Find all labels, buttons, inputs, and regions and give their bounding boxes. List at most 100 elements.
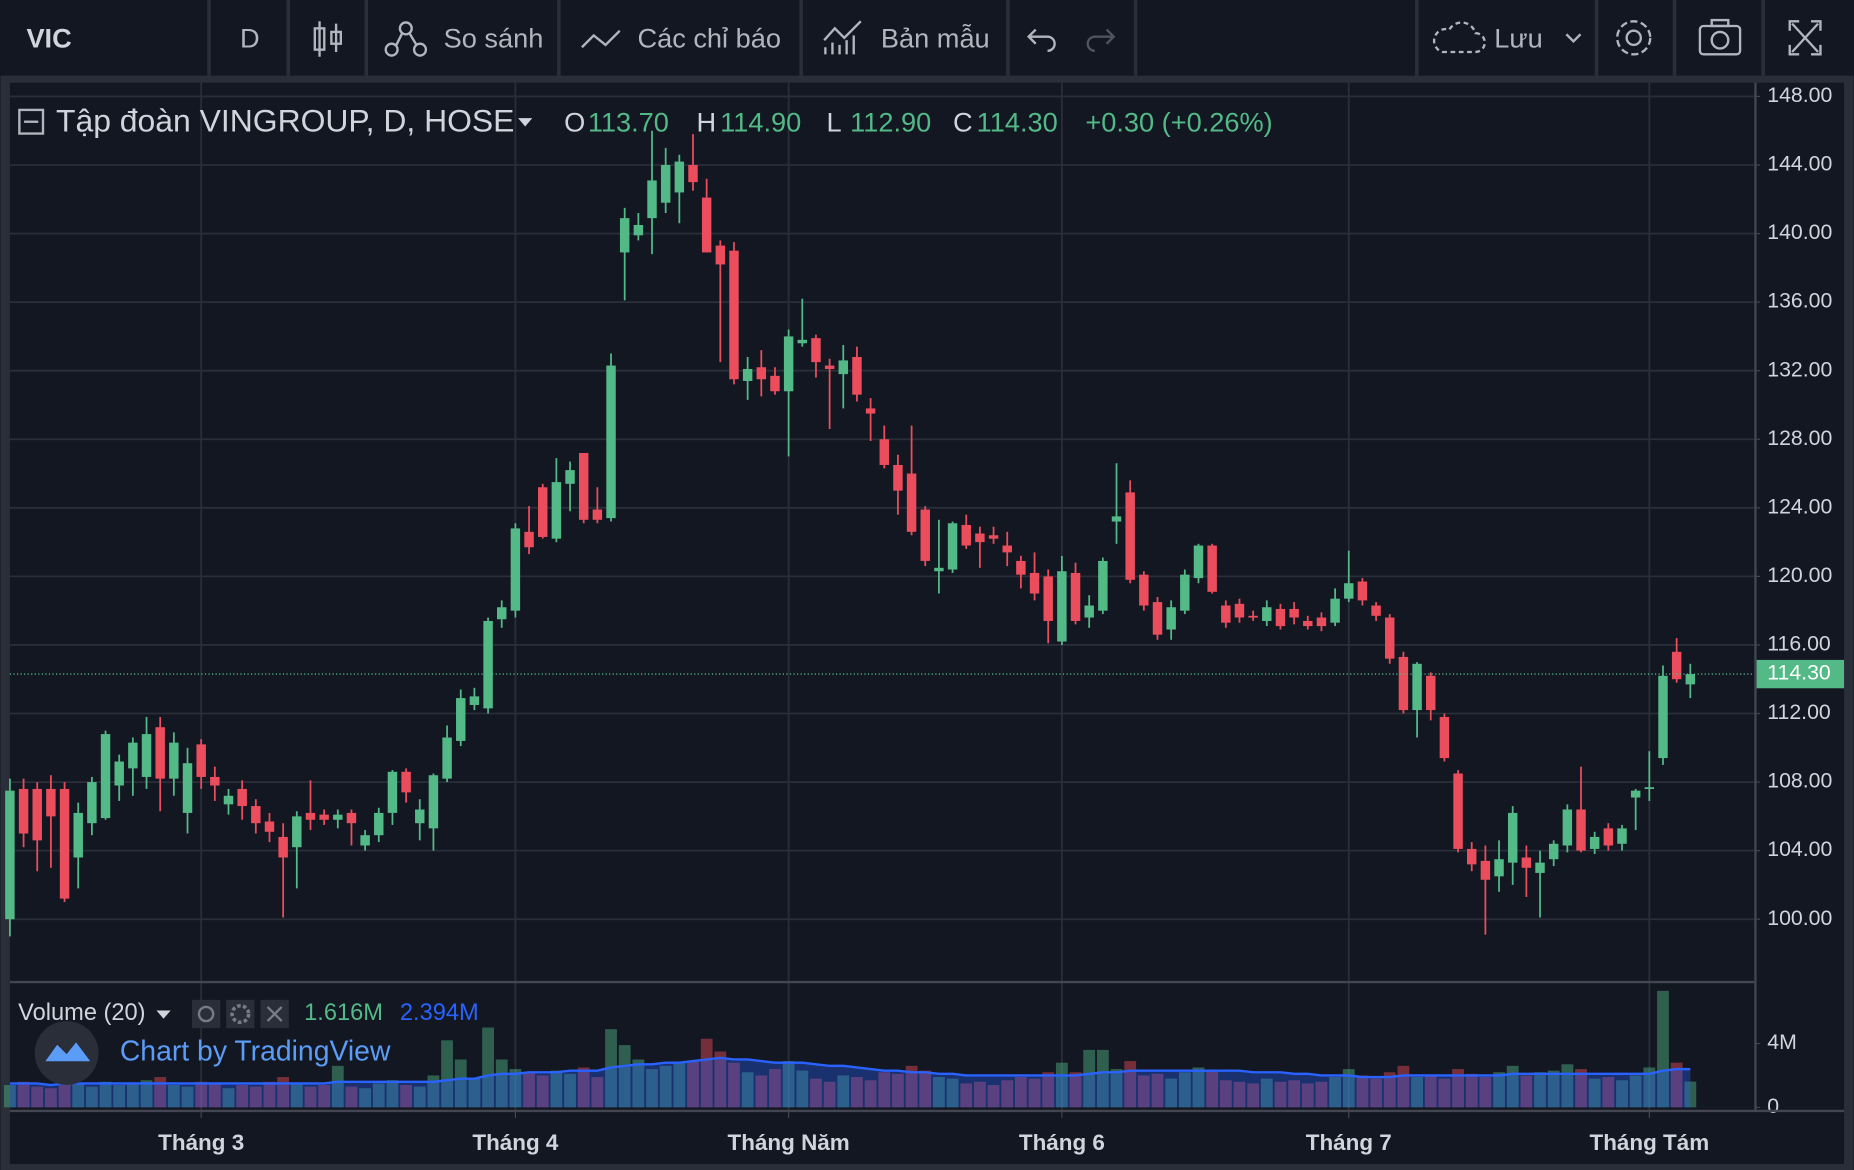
save-icon[interactable]	[1432, 21, 1486, 54]
candle-body	[1398, 656, 1409, 711]
hide-icon	[197, 1005, 215, 1023]
volume-bar	[892, 1073, 904, 1108]
candle-body	[1480, 860, 1491, 880]
volume-bar	[167, 1085, 180, 1108]
fullscreen-icon[interactable]	[1788, 20, 1822, 56]
candle-body	[237, 788, 247, 807]
compare-icon[interactable]	[384, 21, 428, 57]
volume-bar	[687, 1061, 699, 1108]
volume-bar	[1069, 1072, 1082, 1108]
volume-bar	[44, 1088, 57, 1108]
volume-bar	[1520, 1075, 1533, 1108]
symbol-dropdown[interactable]	[518, 118, 533, 127]
candle-body	[59, 788, 70, 899]
save-dropdown[interactable]	[1565, 33, 1582, 44]
volume-bar	[1342, 1069, 1355, 1108]
volume-bar	[85, 1086, 98, 1108]
volume-bar	[290, 1083, 303, 1108]
volume-bar	[646, 1069, 658, 1108]
candle-body	[442, 737, 452, 779]
templates-icon[interactable]	[823, 20, 862, 55]
candle-body	[1603, 828, 1614, 846]
candle-body	[852, 356, 862, 395]
chart-style-icon[interactable]	[313, 21, 342, 57]
volume-bar	[58, 1078, 71, 1108]
volume-bar	[851, 1077, 863, 1108]
volume-bar	[495, 1059, 508, 1108]
volume-bar	[1465, 1073, 1478, 1108]
y-tick-label: 148.00	[1767, 83, 1832, 107]
volume-bar	[4, 1085, 16, 1108]
compare-button[interactable]: So sánh	[444, 22, 544, 53]
toolbar-separators	[207, 0, 1765, 76]
undo-icon[interactable]	[1026, 28, 1056, 52]
volume-bar	[1616, 1080, 1628, 1108]
candle-body	[879, 439, 889, 465]
volume-ma-value: 2.394M	[400, 1000, 479, 1026]
volume-bar	[728, 1062, 740, 1108]
ohlc-key: C	[953, 106, 973, 137]
volume-bar	[769, 1069, 781, 1108]
volume-bar	[454, 1059, 467, 1108]
volume-bar	[1110, 1069, 1123, 1108]
volume-bar	[1151, 1073, 1164, 1108]
candle-body	[1275, 608, 1286, 627]
redo-icon	[1086, 28, 1116, 52]
volume-bar	[509, 1069, 522, 1108]
volume-bar	[714, 1051, 727, 1108]
candle-body	[1562, 809, 1573, 846]
candle-body	[920, 509, 930, 561]
candle-body	[1685, 674, 1696, 685]
candle-body	[551, 482, 562, 539]
volume-bar	[577, 1067, 590, 1108]
volume-bar	[1206, 1070, 1219, 1108]
tradingview-logo[interactable]	[34, 1021, 99, 1085]
candle-body	[1316, 617, 1327, 627]
watermark[interactable]: Chart by TradingView	[120, 1035, 391, 1067]
ohlc-key: O	[564, 106, 585, 137]
volume-bar	[837, 1075, 850, 1108]
candle-body	[483, 620, 493, 709]
ohlc-value: 114.90	[720, 106, 801, 137]
x-tick-label: Tháng 4	[472, 1130, 559, 1155]
volume-dropdown[interactable]	[156, 1010, 171, 1019]
candle-body	[1521, 857, 1532, 868]
volume-bar	[427, 1075, 440, 1108]
snapshot-icon[interactable]	[1698, 18, 1742, 56]
interval[interactable]: D	[240, 22, 260, 53]
candle-body	[497, 607, 507, 620]
candle-body	[1057, 571, 1067, 642]
candle-body	[182, 763, 193, 813]
candle-body	[770, 375, 780, 392]
candle-body	[824, 365, 835, 369]
candle-body	[1070, 572, 1081, 621]
candle-body	[1494, 859, 1504, 877]
indicators-button[interactable]: Các chỉ báo	[637, 22, 781, 53]
x-tick-label: Tháng 7	[1306, 1130, 1392, 1155]
candle-body	[647, 180, 657, 219]
candle-body	[1630, 790, 1641, 798]
last-price-label: 114.30	[1767, 661, 1830, 685]
volume-bar	[154, 1077, 167, 1108]
x-tick-label: Tháng 3	[158, 1130, 244, 1155]
y-tick-label: 124.00	[1767, 494, 1832, 518]
collapse-button[interactable]	[18, 108, 45, 135]
y-tick-label: 128.00	[1767, 426, 1832, 450]
volume-bar	[140, 1080, 153, 1108]
candle-body	[961, 524, 971, 546]
candle-body	[456, 698, 466, 741]
save-button[interactable]: Lưu	[1494, 22, 1542, 53]
templates-button[interactable]: Bản mẫu	[881, 22, 990, 53]
hide-button[interactable]	[191, 999, 221, 1029]
volume-bar	[864, 1080, 877, 1108]
volume-bar	[741, 1072, 754, 1108]
candle-body	[1262, 607, 1272, 621]
volume-bar	[1042, 1072, 1055, 1108]
symbol[interactable]: VIC	[26, 22, 71, 53]
candle-body	[169, 742, 179, 779]
volume-bar	[1178, 1072, 1191, 1108]
volume-bar	[1452, 1069, 1464, 1108]
indicators-icon[interactable]	[581, 29, 621, 49]
y-tick-label: 104.00	[1767, 837, 1832, 861]
candle-body	[811, 338, 821, 363]
